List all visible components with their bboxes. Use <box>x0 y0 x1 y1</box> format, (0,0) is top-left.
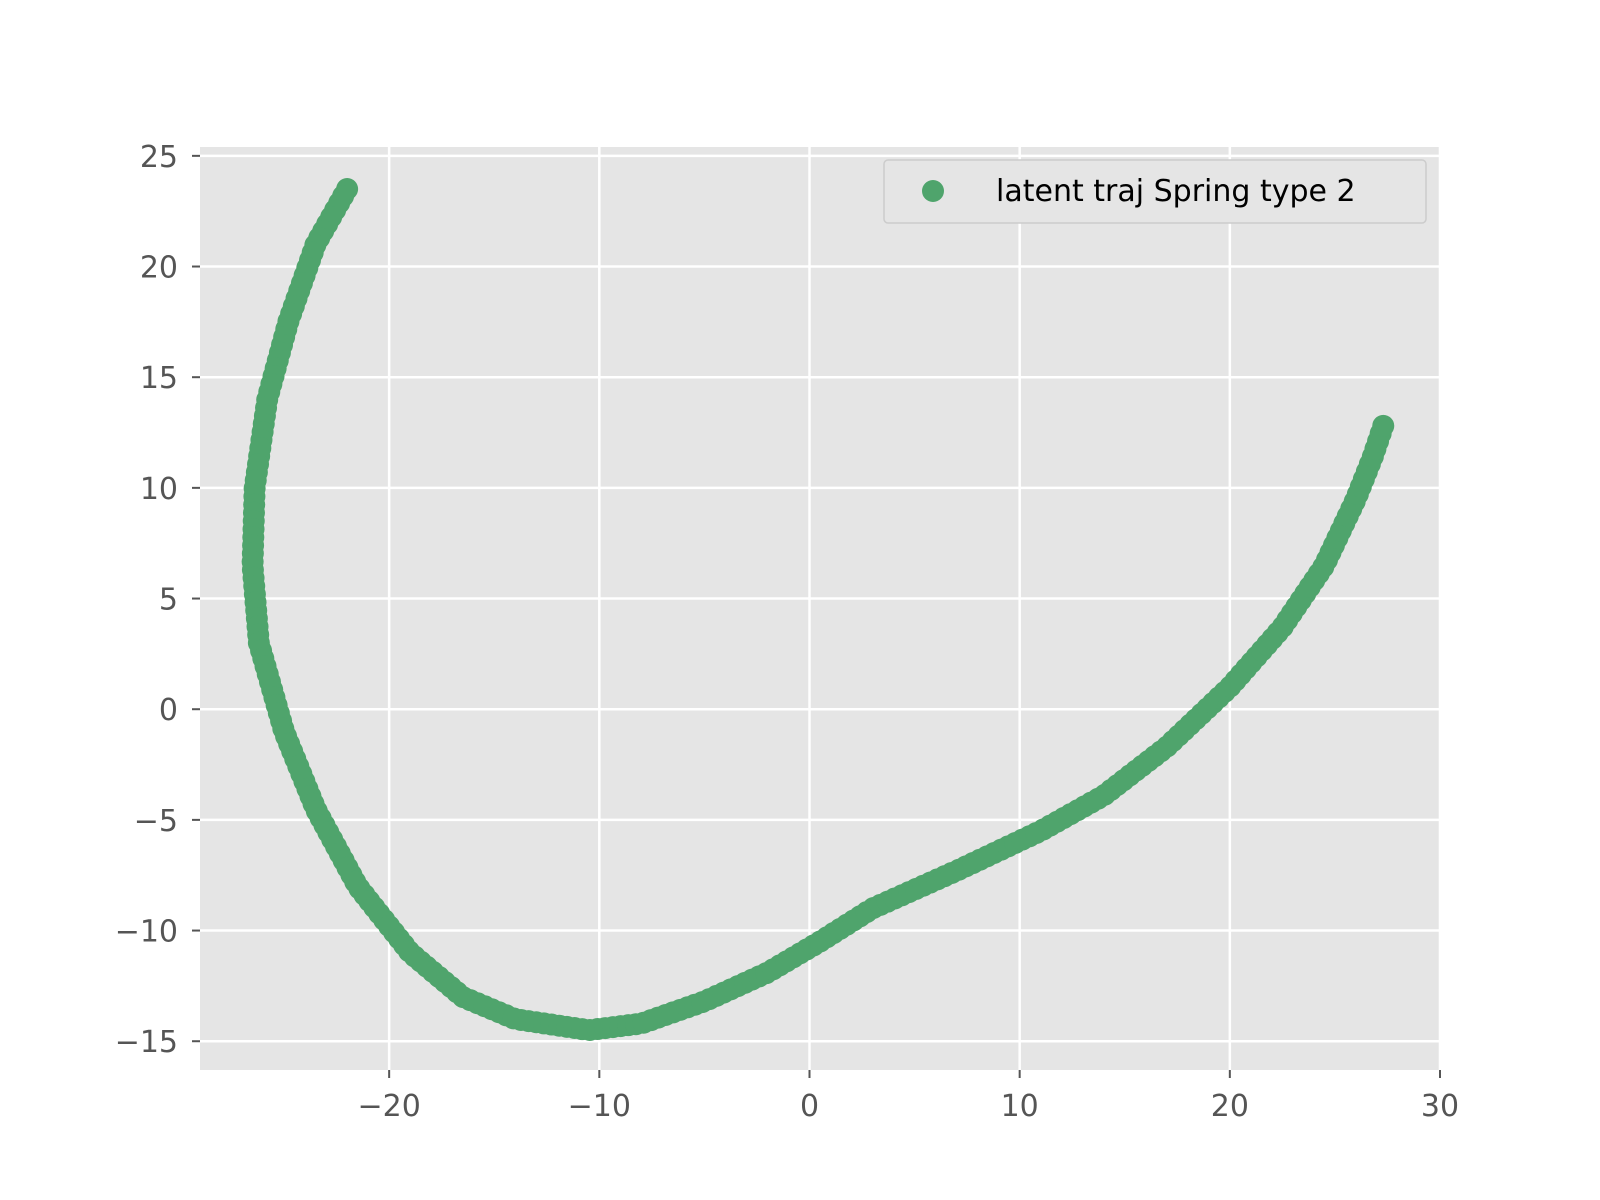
legend-marker <box>922 180 944 202</box>
legend-box <box>883 159 1427 224</box>
y-tick-label: 5 <box>159 583 178 618</box>
legend-label: latent traj Spring type 2 <box>996 174 1356 209</box>
legend: latent traj Spring type 2 <box>883 159 1427 224</box>
y-tick-label: −5 <box>134 804 178 839</box>
y-tick-label: 0 <box>159 693 178 728</box>
data-point <box>1372 414 1395 437</box>
grid-lines <box>200 147 1442 1070</box>
y-tick-label: 15 <box>140 361 178 396</box>
y-tick-label: 20 <box>140 251 178 286</box>
plot-background <box>200 147 1440 1070</box>
y-tick-label: 10 <box>140 472 178 507</box>
x-tick-label: 0 <box>800 1089 819 1124</box>
axis-ticks: −20 −10 0 10 20 30 −15 −10 −5 0 5 10 15 20 25 <box>115 140 1459 1124</box>
x-tick-label: 20 <box>1211 1089 1249 1124</box>
y-tick-label: 25 <box>140 140 178 175</box>
y-tick-label: −10 <box>115 915 178 950</box>
series-points <box>241 178 1395 1042</box>
x-tick-label: −10 <box>568 1089 631 1124</box>
x-tick-label: 30 <box>1421 1089 1459 1124</box>
y-tick-label: −15 <box>115 1025 178 1060</box>
x-tick-label: 10 <box>1001 1089 1039 1124</box>
x-tick-label: −20 <box>357 1089 420 1124</box>
